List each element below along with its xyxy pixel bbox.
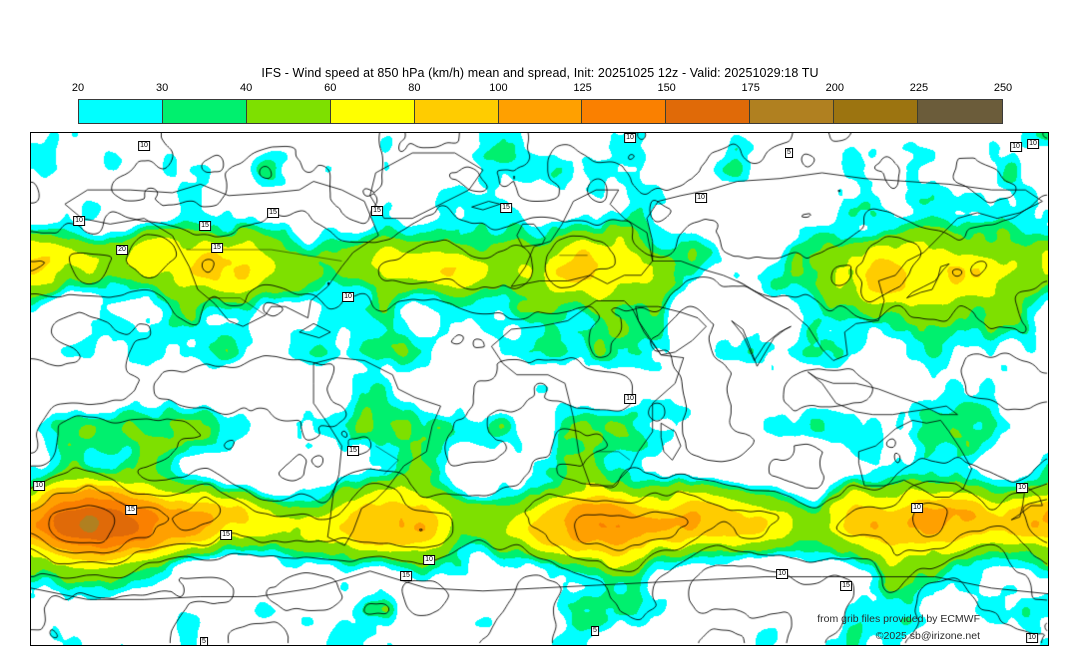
contour-label: 10 [33, 481, 45, 491]
contour-label: 5 [200, 637, 208, 645]
colorbar-band-225 [918, 100, 1002, 123]
colorbar-tick-60: 60 [324, 82, 337, 94]
colorbar-band-30 [162, 100, 247, 123]
contour-label: 10 [695, 193, 707, 203]
colorbar-tick-20: 20 [71, 82, 85, 94]
contour-label: 10 [138, 141, 150, 151]
colorbar-tick-225: 225 [909, 82, 929, 94]
contour-label: 15 [220, 530, 232, 540]
colorbar-tick-250: 250 [993, 82, 1013, 94]
colorbar-tick-40: 40 [240, 82, 253, 94]
colorbar-tick-200: 200 [825, 82, 844, 94]
contour-label: 5 [591, 626, 599, 636]
contour-label: 15 [500, 203, 512, 213]
contour-label: 15 [840, 581, 852, 591]
contour-label: 15 [125, 505, 137, 515]
contour-label: 10 [624, 394, 636, 404]
contour-label: 10 [73, 216, 85, 226]
colorbar-tick-80: 80 [408, 82, 421, 94]
colorbar-band-40 [246, 100, 331, 123]
copyright-credit: ©2025 sb@irizone.net [875, 630, 980, 642]
contour-label: 15 [199, 221, 211, 231]
colorbar-tick-labels: 20 30 40 60 80 100 125 150 175 200 225 250 [72, 82, 1012, 98]
colorbar-band-60 [330, 100, 415, 123]
colorbar-band-80 [414, 100, 499, 123]
contour-label: 10 [1026, 633, 1038, 643]
colorbar-tick-175: 175 [741, 82, 760, 94]
contour-label: 10 [1010, 142, 1022, 152]
data-source-credit: from grib files provided by ECMWF [817, 613, 980, 625]
page-title: IFS - Wind speed at 850 hPa (km/h) mean … [261, 66, 819, 80]
contour-label: 10 [1027, 139, 1039, 149]
contour-label: 15 [267, 208, 279, 218]
contour-label: 5 [785, 148, 793, 158]
contour-label: 15 [371, 206, 383, 216]
contour-label: 10 [911, 503, 923, 513]
colorbar-tick-100: 100 [489, 82, 508, 94]
contour-label: 15 [400, 571, 412, 581]
colorbar-band-100 [498, 100, 583, 123]
colorbar-band-175 [750, 100, 835, 123]
map-frame[interactable]: 10 10 5 10 10 15 15 15 10 15 20 15 10 10 10 15 10 10 15 10 1… [30, 132, 1049, 646]
colorbar-tick-150: 150 [657, 82, 676, 94]
colorbar-band-125 [582, 100, 667, 123]
contour-label: 10 [1016, 483, 1028, 493]
contour-label: 10 [776, 569, 788, 579]
colorbar-band-20 [79, 100, 163, 123]
contour-label: 10 [624, 133, 636, 143]
contour-label: 10 [342, 292, 354, 302]
colorbar-tick-125: 125 [573, 82, 592, 94]
contour-label: 20 [116, 245, 128, 255]
contour-label: 15 [211, 243, 223, 253]
contour-label: 10 [423, 555, 435, 565]
wind-speed-map[interactable] [31, 133, 1048, 645]
colorbar: 20 30 40 60 80 100 125 150 175 200 225 250 [72, 82, 1012, 127]
colorbar-band-150 [666, 100, 751, 123]
colorbar-band-200 [834, 100, 919, 123]
colorbar-tick-30: 30 [155, 82, 169, 94]
colorbar-bands [78, 99, 1003, 124]
contour-label: 15 [347, 446, 359, 456]
